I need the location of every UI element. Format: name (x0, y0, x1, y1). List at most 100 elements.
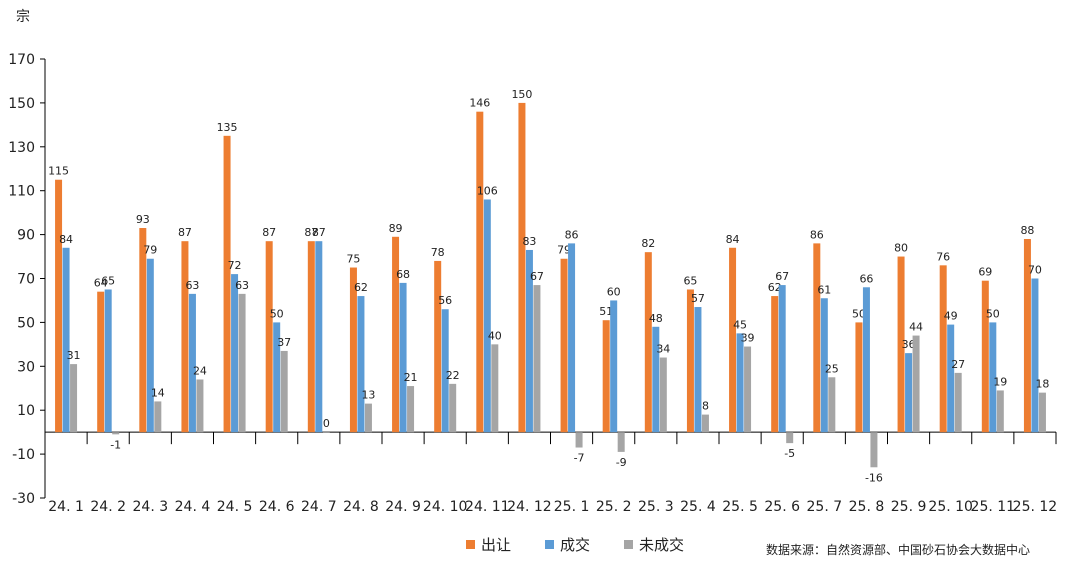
bar-chu-rang (771, 296, 779, 433)
bar-chu-rang (602, 320, 610, 433)
data-label: 135 (217, 121, 238, 134)
bar-chu-rang (686, 289, 694, 433)
x-axis-tick-label: 24. 4 (175, 499, 211, 515)
data-label: 115 (48, 165, 69, 178)
x-axis-tick-label: 25. 11 (971, 499, 1016, 515)
bar-cheng-jiao (736, 333, 744, 433)
x-axis-tick-label: 25. 3 (638, 499, 674, 515)
data-label: 63 (185, 279, 199, 292)
x-axis-tick-label: 24. 12 (507, 499, 552, 515)
bar-cheng-jiao (315, 241, 323, 433)
x-axis-tick-label: 25. 6 (764, 499, 800, 515)
bar-cheng-jiao (273, 322, 281, 433)
bar-cheng-jiao (652, 326, 660, 433)
data-label: 65 (101, 274, 115, 287)
bar-chu-rang (265, 241, 273, 433)
x-axis-tick-label: 25. 2 (596, 499, 632, 515)
data-label: 70 (1028, 264, 1042, 277)
bar-wei-cheng-jiao (659, 357, 667, 433)
bar-wei-cheng-jiao (491, 344, 499, 433)
y-axis-tick-label: -10 (12, 447, 35, 463)
bar-chu-rang (518, 102, 526, 433)
bar-cheng-jiao (188, 293, 196, 433)
data-label: -7 (574, 452, 585, 465)
bar-cheng-jiao (104, 289, 112, 433)
data-label: 64 (94, 277, 108, 290)
data-label: 63 (235, 279, 249, 292)
bar-wei-cheng-jiao (533, 285, 541, 433)
bar-cheng-jiao (694, 307, 702, 433)
data-label: 84 (726, 233, 740, 246)
bar-wei-cheng-jiao (996, 390, 1004, 433)
legend: 出让 成交 未成交 (466, 534, 718, 555)
bar-wei-cheng-jiao (744, 346, 752, 433)
data-label: 62 (354, 281, 368, 294)
bar-wei-cheng-jiao (912, 335, 920, 433)
bar-cheng-jiao (862, 287, 870, 433)
data-label: 87 (304, 226, 318, 239)
y-axis-tick-label: 30 (17, 359, 35, 375)
data-label: 14 (151, 386, 165, 399)
data-label: 19 (993, 375, 1007, 388)
bar-wei-cheng-jiao (238, 293, 246, 433)
bar-cheng-jiao (146, 258, 154, 433)
bar-cheng-jiao (989, 322, 997, 433)
data-label: 66 (859, 272, 873, 285)
data-label: 86 (810, 228, 824, 241)
bar-wei-cheng-jiao (322, 432, 330, 433)
data-label: 146 (469, 97, 490, 110)
data-label: 31 (67, 349, 81, 362)
x-axis-tick-label: 24. 5 (217, 499, 253, 515)
x-axis-tick-label: 25. 12 (1013, 499, 1058, 515)
data-label: -5 (784, 447, 795, 460)
bar-cheng-jiao (905, 353, 913, 433)
y-axis-tick-label: 10 (17, 403, 35, 419)
x-axis-tick-label: 25. 4 (680, 499, 716, 515)
legend-label-chu-rang: 出让 (481, 536, 512, 554)
legend-swatch-chu-rang (466, 540, 475, 549)
bar-chu-rang (434, 260, 442, 433)
bar-chu-rang (97, 291, 105, 433)
bar-wei-cheng-jiao (786, 432, 794, 444)
bar-wei-cheng-jiao (112, 432, 120, 435)
bar-chu-rang (560, 258, 568, 433)
bar-chu-rang (644, 252, 652, 433)
bar-wei-cheng-jiao (407, 386, 415, 433)
data-label: 40 (488, 329, 502, 342)
data-label: 21 (404, 371, 418, 384)
data-label: 79 (557, 244, 571, 257)
bar-chu-rang (939, 265, 947, 433)
data-label: 45 (733, 318, 747, 331)
data-label: 80 (894, 242, 908, 255)
data-label: 89 (389, 222, 403, 235)
y-axis-tick-label: 110 (8, 184, 35, 200)
legend-item-cheng-jiao: 成交 (545, 534, 590, 555)
data-label: 44 (909, 321, 923, 334)
x-axis-tick-label: 24. 7 (301, 499, 337, 515)
bar-cheng-jiao (1031, 278, 1039, 433)
bar-cheng-jiao (568, 243, 576, 433)
data-label: 88 (1020, 224, 1034, 237)
bar-chu-rang (729, 247, 737, 433)
y-axis-tick-label: 170 (8, 52, 35, 68)
bar-wei-cheng-jiao (870, 432, 878, 468)
bar-wei-cheng-jiao (954, 372, 962, 433)
data-label: 87 (262, 226, 276, 239)
data-label: 0 (323, 417, 330, 430)
data-label: 150 (511, 88, 532, 101)
bar-chu-rang (349, 267, 357, 433)
bar-chu-rang (813, 243, 821, 433)
bar-wei-cheng-jiao (828, 377, 836, 433)
data-label: 69 (978, 266, 992, 279)
data-label: 76 (936, 250, 950, 263)
data-label: 78 (431, 246, 445, 259)
x-axis-tick-label: 25. 10 (928, 499, 973, 515)
data-label: 67 (775, 270, 789, 283)
bar-chu-rang (139, 228, 147, 433)
x-axis-tick-label: 24. 8 (343, 499, 379, 515)
bar-wei-cheng-jiao (617, 432, 625, 452)
data-label: 87 (178, 226, 192, 239)
bar-cheng-jiao (62, 247, 70, 433)
bar-wei-cheng-jiao (280, 350, 288, 433)
